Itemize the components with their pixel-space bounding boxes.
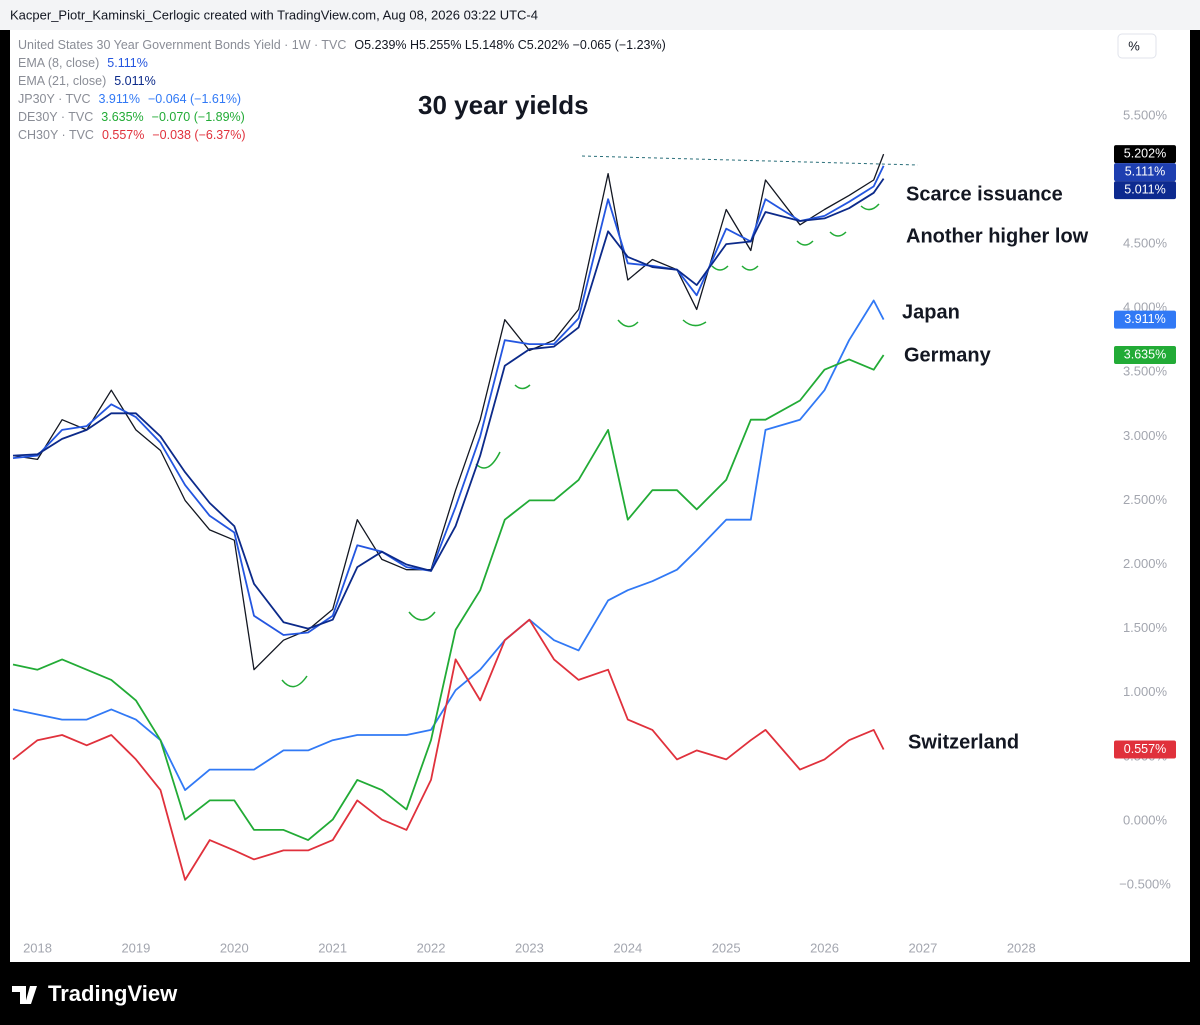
y-tick-label: 1.500% xyxy=(1123,620,1168,635)
legend-detail: −0.064 (−1.61%) xyxy=(148,92,241,106)
y-tick-label: 1.000% xyxy=(1123,684,1168,699)
footer-logo: TradingView xyxy=(12,981,178,1006)
y-tick-label: 2.500% xyxy=(1123,492,1168,507)
legend-detail: −0.070 (−1.89%) xyxy=(152,110,245,124)
x-tick-label: 2021 xyxy=(318,940,347,955)
x-tick-label: 2022 xyxy=(417,940,446,955)
legend-name: EMA (8, close) xyxy=(18,56,99,70)
legend-entry: EMA (8, close) 5.111% xyxy=(18,56,148,70)
series-line xyxy=(12,618,885,881)
y-tick-label: 3.500% xyxy=(1123,364,1168,379)
x-tick-label: 2025 xyxy=(712,940,741,955)
x-tick-label: 2020 xyxy=(220,940,249,955)
legend-entry: United States 30 Year Government Bonds Y… xyxy=(18,38,666,52)
legend-value: 5.111% xyxy=(107,56,148,70)
last-value-label: 3.911% xyxy=(1124,312,1165,326)
last-value-badge xyxy=(1114,145,1176,164)
x-tick-label: 2023 xyxy=(515,940,544,955)
y-tick-label: 3.000% xyxy=(1123,428,1168,443)
legend-entry: DE30Y · TVC 3.635% −0.070 (−1.89%) xyxy=(18,110,245,124)
x-tick-label: 2027 xyxy=(908,940,937,955)
x-tick-label: 2019 xyxy=(121,940,150,955)
series-line xyxy=(12,178,885,630)
legend-value: 5.011% xyxy=(114,74,155,88)
last-value-label: 5.111% xyxy=(1125,164,1166,178)
legend-entry: JP30Y · TVC 3.911% −0.064 (−1.61%) xyxy=(18,92,241,106)
legend-name: CH30Y · TVC xyxy=(18,128,94,142)
last-value-badge xyxy=(1114,310,1176,329)
last-value-badge xyxy=(1114,740,1176,759)
legend-name: DE30Y · TVC xyxy=(18,110,93,124)
last-value-badge xyxy=(1114,345,1176,364)
resistance-line xyxy=(581,155,919,166)
y-tick-label: 0.000% xyxy=(1123,812,1168,827)
scale-button[interactable] xyxy=(1117,33,1157,59)
x-tick-label: 2026 xyxy=(810,940,839,955)
last-value-badge xyxy=(1114,163,1176,182)
last-value-label: 5.011% xyxy=(1124,182,1165,196)
legend-name: EMA (21, close) xyxy=(18,74,106,88)
legend-name: JP30Y · TVC xyxy=(18,92,91,106)
last-value-label: 0.557% xyxy=(1124,742,1166,756)
legend-value: 3.911% xyxy=(99,92,140,106)
footer-logo-text: TradingView xyxy=(48,981,178,1006)
annotation: Scarce issuance xyxy=(906,183,1063,205)
higher-low-marks xyxy=(281,203,880,688)
legend-name: United States 30 Year Government Bonds Y… xyxy=(18,38,346,52)
chart-panel xyxy=(10,30,1190,962)
legend-detail: −0.038 (−6.37%) xyxy=(152,128,245,142)
legend-entry: CH30Y · TVC 0.557% −0.038 (−6.37%) xyxy=(18,128,245,142)
legend-detail: O5.239% H5.255% L5.148% C5.202% −0.065 (… xyxy=(354,38,665,52)
annotation: Switzerland xyxy=(908,731,1019,753)
y-tick-label: 5.500% xyxy=(1123,107,1168,122)
x-tick-label: 2028 xyxy=(1007,940,1036,955)
last-value-badge xyxy=(1114,181,1176,200)
y-tick-label: 4.500% xyxy=(1123,236,1168,251)
y-tick-label: −0.500% xyxy=(1119,876,1171,891)
scale-button-label[interactable]: % xyxy=(1128,38,1140,53)
legend-value: 3.635% xyxy=(101,110,143,124)
annotation: Germany xyxy=(904,344,992,366)
annotation: Another higher low xyxy=(906,225,1089,247)
series-line xyxy=(12,153,885,671)
legend-value: 0.557% xyxy=(102,128,144,142)
last-value-label: 5.202% xyxy=(1124,146,1166,160)
series-line xyxy=(12,354,885,841)
legend-entry: EMA (21, close) 5.011% xyxy=(18,74,156,88)
chart-title: 30 year yields xyxy=(418,90,589,120)
last-value-label: 3.635% xyxy=(1124,347,1166,361)
y-tick-label: 2.000% xyxy=(1123,556,1168,571)
annotation: Japan xyxy=(902,301,960,323)
x-tick-label: 2018 xyxy=(23,940,52,955)
x-tick-label: 2024 xyxy=(613,940,642,955)
header-bar xyxy=(0,0,1200,30)
header-text: Kacper_Piotr_Kaminski_Cerlogic created w… xyxy=(10,7,538,22)
